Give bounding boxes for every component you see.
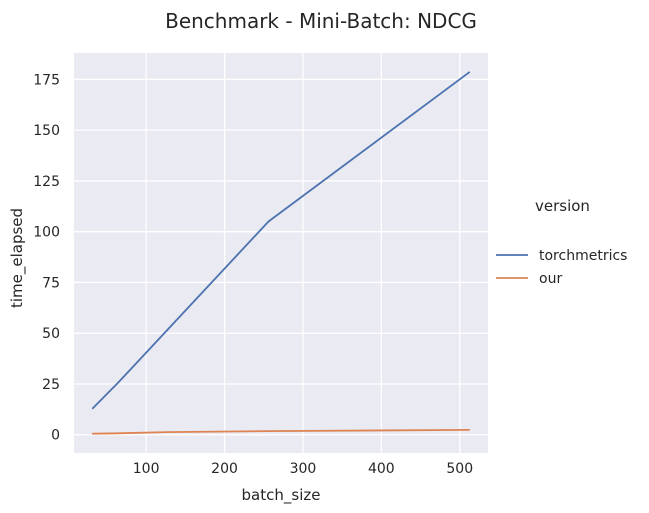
legend-title: version [535,197,590,215]
series-lines [91,71,471,435]
y-axis-label: time_elapsed [8,208,27,308]
y-tick-label: 75 [42,275,60,291]
plot-area [74,53,488,453]
y-tick-labels: 0 25 50 75 100 125 150 175 [33,72,60,443]
legend: version torchmetrics our [496,197,627,287]
y-tick-label: 50 [42,326,60,342]
x-tick-label: 400 [368,461,395,477]
y-tick-label: 150 [33,123,60,139]
x-tick-labels: 100 200 300 400 500 [133,461,473,477]
x-tick-label: 500 [446,461,473,477]
y-tick-label: 25 [42,377,60,393]
series-line-torchmetrics [91,71,471,410]
legend-label-torchmetrics: torchmetrics [539,248,627,264]
chart-title: Benchmark - Mini-Batch: NDCG [165,9,477,33]
y-tick-label: 100 [33,225,60,241]
y-tick-label: 175 [33,72,60,88]
x-tick-label: 100 [133,461,160,477]
x-axis-label: batch_size [242,486,321,505]
y-tick-label: 125 [33,174,60,190]
y-tick-label: 0 [51,428,60,444]
x-tick-label: 200 [211,461,238,477]
legend-label-our: our [539,271,562,287]
series-line-our [91,428,471,435]
grid [74,53,488,453]
x-tick-label: 300 [290,461,317,477]
